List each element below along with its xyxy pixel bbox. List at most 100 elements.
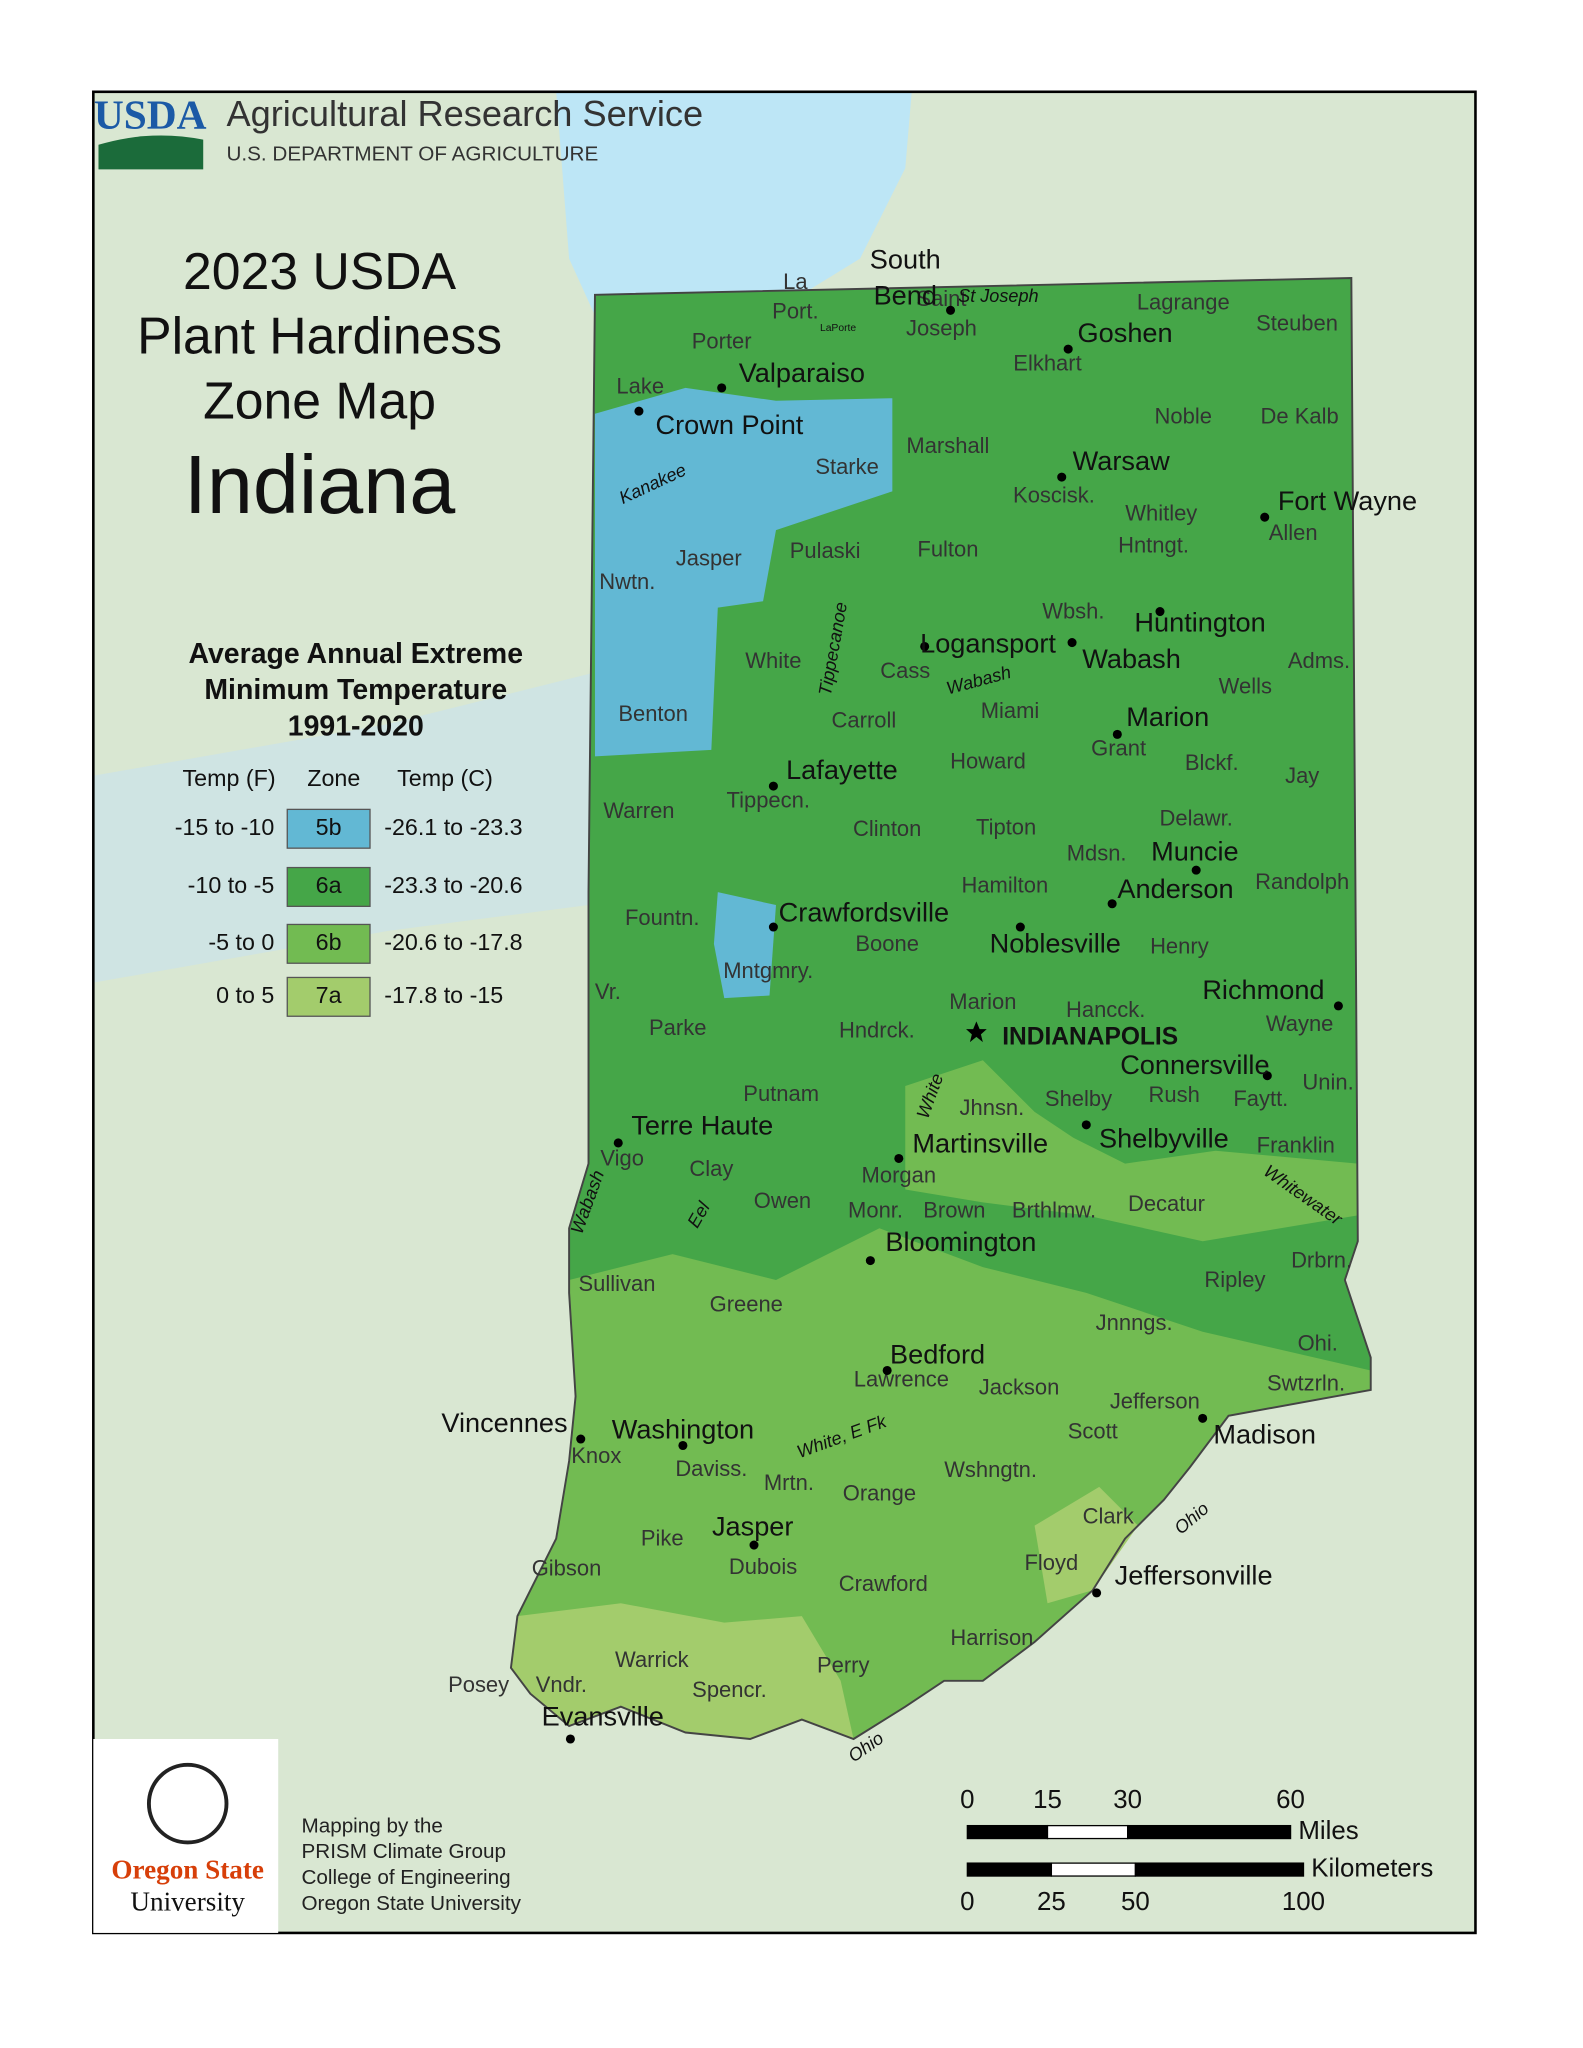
county-label: Pike <box>641 1526 684 1551</box>
county-label: Ohi. <box>1298 1330 1338 1355</box>
county-label: Cass <box>880 658 930 683</box>
city-label: Anderson <box>1117 873 1233 904</box>
legend-column: Temp (F) <box>183 765 276 791</box>
county-label: Unin. <box>1302 1069 1353 1094</box>
state-outline <box>509 276 1372 1741</box>
credit-line: Oregon State University <box>301 1892 521 1915</box>
city-label: INDIANAPOLIS <box>1002 1024 1178 1051</box>
city-label: Logansport <box>920 627 1056 658</box>
county-label: Whitley <box>1125 500 1197 525</box>
scale-km-tick: 25 <box>1037 1888 1066 1916</box>
scale-bar-segment <box>966 1862 1053 1877</box>
legend-title: Average Annual Extreme <box>189 638 524 670</box>
legend-temp-c: -23.3 to -20.6 <box>384 872 522 898</box>
city-label: Huntington <box>1134 607 1265 638</box>
scale-km-tick: 0 <box>960 1888 974 1916</box>
title-line: Zone Map <box>203 371 436 429</box>
county-label: Mntgmry. <box>723 958 813 983</box>
usda-logo: USDA <box>94 91 207 137</box>
zone-area <box>510 1603 854 1739</box>
county-label: Posey <box>448 1672 509 1697</box>
city-dot <box>894 1153 904 1163</box>
city-dot <box>1107 899 1117 909</box>
county-label: Mdsn. <box>1067 840 1127 865</box>
county-label: Floyd <box>1025 1550 1079 1575</box>
city-dot <box>1057 472 1067 482</box>
county-label: Parke <box>649 1015 706 1040</box>
county-label: Wayne <box>1266 1011 1334 1036</box>
city-label: Goshen <box>1078 317 1173 348</box>
county-label: Fulton <box>917 537 978 562</box>
county-label: Koscisk. <box>1013 482 1095 507</box>
legend-temp-c: -17.8 to -15 <box>384 982 503 1008</box>
county-label: Decatur <box>1128 1191 1205 1216</box>
map-border <box>92 90 1477 1935</box>
county-label: Nwtn. <box>599 569 655 594</box>
county-label: Steuben <box>1256 310 1338 335</box>
city-label: Madison <box>1213 1419 1316 1450</box>
scale-bar-segment <box>1134 1862 1305 1877</box>
county-label: Tippecn. <box>727 787 810 812</box>
scale-miles-label: Miles <box>1298 1817 1358 1845</box>
city-label: Crown Point <box>656 409 804 440</box>
county-label: Putnam <box>743 1081 819 1106</box>
city-dot <box>634 406 644 416</box>
county-label: Dubois <box>729 1554 797 1579</box>
county-label: Vr. <box>595 979 621 1004</box>
county-label: Warrick <box>615 1647 690 1672</box>
title-line: 2023 USDA <box>183 242 457 300</box>
city-label: Crawfordsville <box>779 896 949 927</box>
scale-km-tick: 50 <box>1121 1888 1150 1916</box>
county-label: Hamilton <box>961 873 1048 898</box>
county-label: Clark <box>1083 1504 1135 1529</box>
county-label: Delawr. <box>1160 806 1233 831</box>
county-label: Benton <box>618 701 688 726</box>
county-label: Elkhart <box>1013 350 1081 375</box>
county-label: Pulaski <box>790 538 861 563</box>
county-label: Jasper <box>676 546 742 571</box>
county-label: Adms. <box>1288 648 1350 673</box>
scale-bar-segment <box>1046 1824 1129 1840</box>
legend-title: Minimum Temperature <box>204 674 507 706</box>
county-label: Monr. <box>848 1197 903 1222</box>
legend-temp-c: -26.1 to -23.3 <box>384 814 522 840</box>
county-label: Faytt. <box>1233 1086 1288 1111</box>
city-dot <box>1081 1120 1091 1130</box>
scale-miles-tick: 0 <box>960 1786 974 1814</box>
county-label: Lawrence <box>854 1367 949 1392</box>
scale-bar-segment <box>966 1824 1049 1840</box>
county-label: Noble <box>1155 403 1212 428</box>
county-label: Jhnsn. <box>960 1095 1025 1120</box>
city-label: Washington <box>612 1413 754 1444</box>
city-label: South <box>870 243 941 274</box>
county-label: Sullivan <box>578 1271 655 1296</box>
county-label: Miami <box>981 698 1040 723</box>
city-dot <box>920 641 930 651</box>
city-label: Jasper <box>712 1510 793 1541</box>
city-dot <box>576 1434 586 1444</box>
city-dot <box>1092 1588 1102 1598</box>
city-dot <box>717 383 727 393</box>
credit-line: College of Engineering <box>301 1866 510 1889</box>
city-dot <box>882 1365 892 1376</box>
city-label: Shelbyville <box>1099 1123 1229 1154</box>
zone-area <box>713 892 776 999</box>
county-label: Lake <box>616 374 664 399</box>
county-label: La <box>783 269 808 294</box>
county-label: De Kalb <box>1261 403 1339 428</box>
county-label: Marshall <box>906 433 989 458</box>
city-label: Noblesville <box>990 927 1121 958</box>
county-label: Franklin <box>1257 1133 1335 1158</box>
county-label: Vigo <box>600 1146 644 1171</box>
city-label: Terre Haute <box>631 1110 773 1141</box>
city-label: Marion <box>1126 701 1209 732</box>
legend-temp-f: -5 to 0 <box>208 929 274 955</box>
county-label: Jefferson <box>1110 1389 1200 1414</box>
county-label: Jackson <box>979 1374 1060 1399</box>
county-label: Fountn. <box>625 905 700 930</box>
county-label: Boone <box>855 931 919 956</box>
county-label: Allen <box>1269 520 1318 545</box>
city-dot <box>946 305 956 315</box>
city-dot <box>1015 922 1025 932</box>
